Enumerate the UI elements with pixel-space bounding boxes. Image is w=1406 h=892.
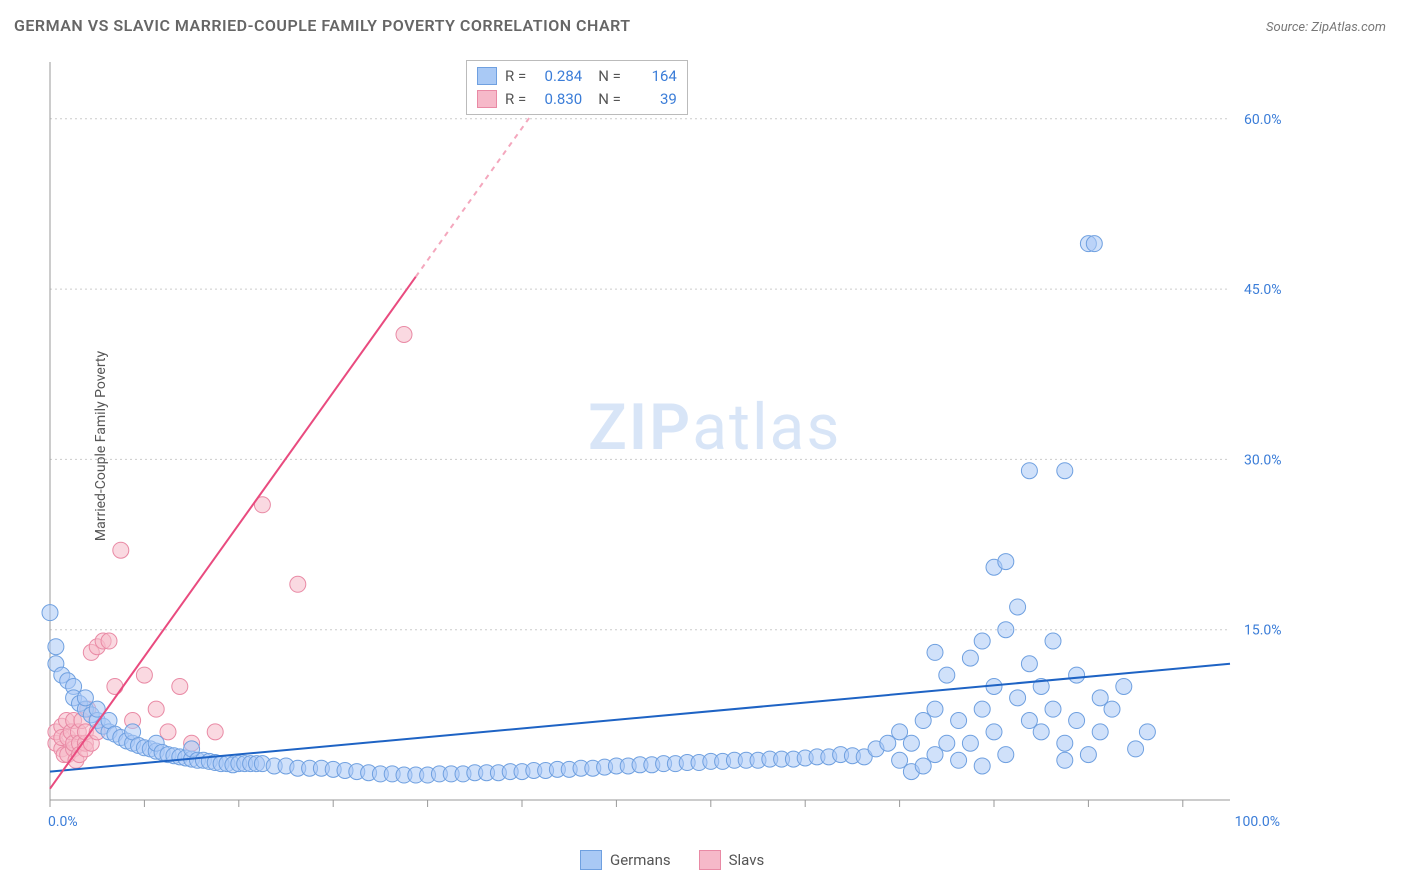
stat-n-value: 39	[629, 88, 677, 111]
trend-line-germans	[50, 664, 1230, 772]
source-label: Source: ZipAtlas.com	[1266, 20, 1386, 35]
legend-swatch	[580, 850, 602, 870]
legend-swatch	[477, 67, 497, 85]
data-point	[1080, 747, 1096, 763]
data-point	[939, 667, 955, 683]
data-point	[927, 644, 943, 660]
scatter-plot: 15.0% 30.0% 45.0% 60.0% 0.0% 100.0%	[46, 56, 1316, 836]
data-point	[136, 667, 152, 683]
data-point	[148, 701, 164, 717]
legend-bottom: Germans Slavs	[580, 850, 764, 870]
stat-r-label: R =	[505, 65, 526, 88]
data-point	[927, 701, 943, 717]
y-tick-label: 15.0%	[1244, 623, 1282, 639]
data-point	[962, 650, 978, 666]
data-point	[986, 724, 1002, 740]
data-point	[1128, 741, 1144, 757]
stat-r-value: 0.830	[534, 88, 582, 111]
stat-n-label: N =	[598, 88, 621, 111]
data-point	[1139, 724, 1155, 740]
data-point	[1069, 713, 1085, 729]
stats-row: R = 0.284 N = 164	[477, 65, 677, 88]
data-point	[903, 735, 919, 751]
data-point	[974, 633, 990, 649]
data-point	[951, 752, 967, 768]
legend-label: Germans	[610, 851, 671, 869]
trend-line-slavs	[50, 277, 416, 789]
data-point	[939, 735, 955, 751]
legend-label: Slavs	[729, 851, 765, 869]
data-point	[962, 735, 978, 751]
data-point	[42, 605, 58, 621]
data-point	[1033, 724, 1049, 740]
stat-n-label: N =	[598, 65, 621, 88]
data-point	[1092, 724, 1108, 740]
data-point	[1057, 735, 1073, 751]
data-point	[107, 678, 123, 694]
data-point	[1057, 463, 1073, 479]
correlation-stats-box: R = 0.284 N = 164 R = 0.830 N = 39	[466, 60, 688, 115]
data-point	[1069, 667, 1085, 683]
data-point	[1010, 599, 1026, 615]
legend-item: Slavs	[699, 850, 765, 870]
stat-r-value: 0.284	[534, 65, 582, 88]
legend-swatch	[477, 90, 497, 108]
chart-title: GERMAN VS SLAVIC MARRIED-COUPLE FAMILY P…	[14, 16, 631, 35]
stats-row: R = 0.830 N = 39	[477, 88, 677, 111]
data-point	[974, 701, 990, 717]
data-point	[1045, 701, 1061, 717]
data-point	[998, 622, 1014, 638]
data-point	[172, 678, 188, 694]
stat-r-label: R =	[505, 88, 526, 111]
data-point	[207, 724, 223, 740]
y-tick-label: 60.0%	[1244, 112, 1282, 128]
data-point	[998, 747, 1014, 763]
legend-item: Germans	[580, 850, 671, 870]
data-point	[1116, 678, 1132, 694]
x-min-label: 0.0%	[48, 814, 78, 830]
legend-swatch	[699, 850, 721, 870]
y-tick-label: 30.0%	[1244, 452, 1282, 468]
data-point	[1086, 236, 1102, 252]
data-point	[396, 326, 412, 342]
data-point	[1010, 690, 1026, 706]
data-point	[1057, 752, 1073, 768]
data-point	[1104, 701, 1120, 717]
data-point	[290, 576, 306, 592]
data-point	[998, 554, 1014, 570]
data-point	[1045, 633, 1061, 649]
stat-n-value: 164	[629, 65, 677, 88]
data-point	[1021, 463, 1037, 479]
data-point	[974, 758, 990, 774]
data-point	[101, 633, 117, 649]
y-tick-label: 45.0%	[1244, 282, 1282, 298]
data-point	[48, 639, 64, 655]
x-max-label: 100.0%	[1235, 814, 1280, 830]
data-point	[113, 542, 129, 558]
data-point	[1021, 656, 1037, 672]
data-point	[951, 713, 967, 729]
